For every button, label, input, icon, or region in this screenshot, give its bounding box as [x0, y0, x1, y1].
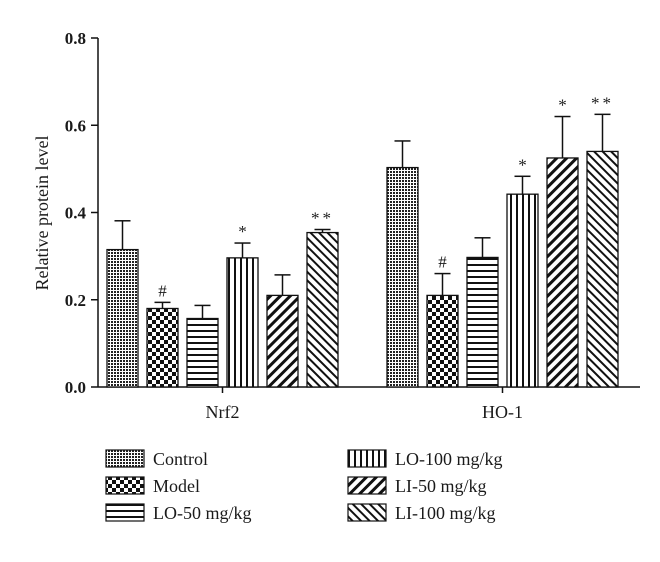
y-tick-label: 0.4: [65, 204, 87, 223]
bar-model-nrf2: [146, 307, 179, 388]
legend-swatch: [347, 503, 387, 522]
legend-label: LO-50 mg/kg: [153, 503, 252, 523]
bar-li-50-mg-kg-nrf2: [266, 294, 299, 388]
bar-lo-100-mg-kg-ho1: [506, 193, 539, 388]
legend-label: LI-50 mg/kg: [395, 476, 487, 496]
legend-swatch: [105, 503, 145, 522]
bar-control-ho1: [386, 166, 419, 388]
significance-marker: *: [558, 96, 567, 115]
y-tick-label: 0.6: [65, 116, 86, 135]
legend-swatch: [105, 476, 145, 495]
y-tick-label: 0.0: [65, 378, 86, 397]
legend-swatch: [105, 449, 145, 468]
y-tick-label: 0.2: [65, 291, 86, 310]
bars: #***#** **: [106, 93, 619, 388]
legend-label: LI-100 mg/kg: [395, 503, 496, 523]
bar-model-ho1: [426, 294, 459, 388]
significance-marker: **: [591, 93, 614, 112]
legend-swatch: [347, 476, 387, 495]
legend-label: Control: [153, 449, 208, 469]
significance-marker: #: [438, 253, 447, 272]
bar-lo-50-mg-kg-ho1: [466, 256, 499, 388]
y-ticks: 0.0 0.2 0.4 0.6 0.8: [65, 29, 98, 397]
significance-marker: #: [158, 281, 167, 300]
y-axis-title: Relative protein level: [32, 136, 52, 291]
bar-li-100-mg-kg-nrf2: [306, 231, 339, 388]
significance-marker: **: [311, 209, 334, 228]
y-tick-label: 0.8: [65, 29, 86, 48]
significance-marker: *: [238, 222, 247, 241]
bar-li-50-mg-kg-ho1: [546, 157, 579, 388]
bar-control-nrf2: [106, 248, 139, 388]
bar-lo-100-mg-kg-nrf2: [226, 257, 259, 388]
x-category-labels: Nrf2 HO-1: [206, 387, 523, 422]
legend-label: LO-100 mg/kg: [395, 449, 503, 469]
legend-label: Model: [153, 476, 200, 496]
legend: Control Model LO-50 mg/kg LO-100 mg/kg LI-50…: [105, 449, 503, 523]
significance-marker: *: [518, 155, 527, 174]
bar-lo-50-mg-kg-nrf2: [186, 317, 219, 388]
legend-swatch: [347, 449, 387, 468]
x-category-label: Nrf2: [206, 402, 240, 422]
bar-li-100-mg-kg-ho1: [586, 150, 619, 388]
x-category-label: HO-1: [482, 402, 523, 422]
